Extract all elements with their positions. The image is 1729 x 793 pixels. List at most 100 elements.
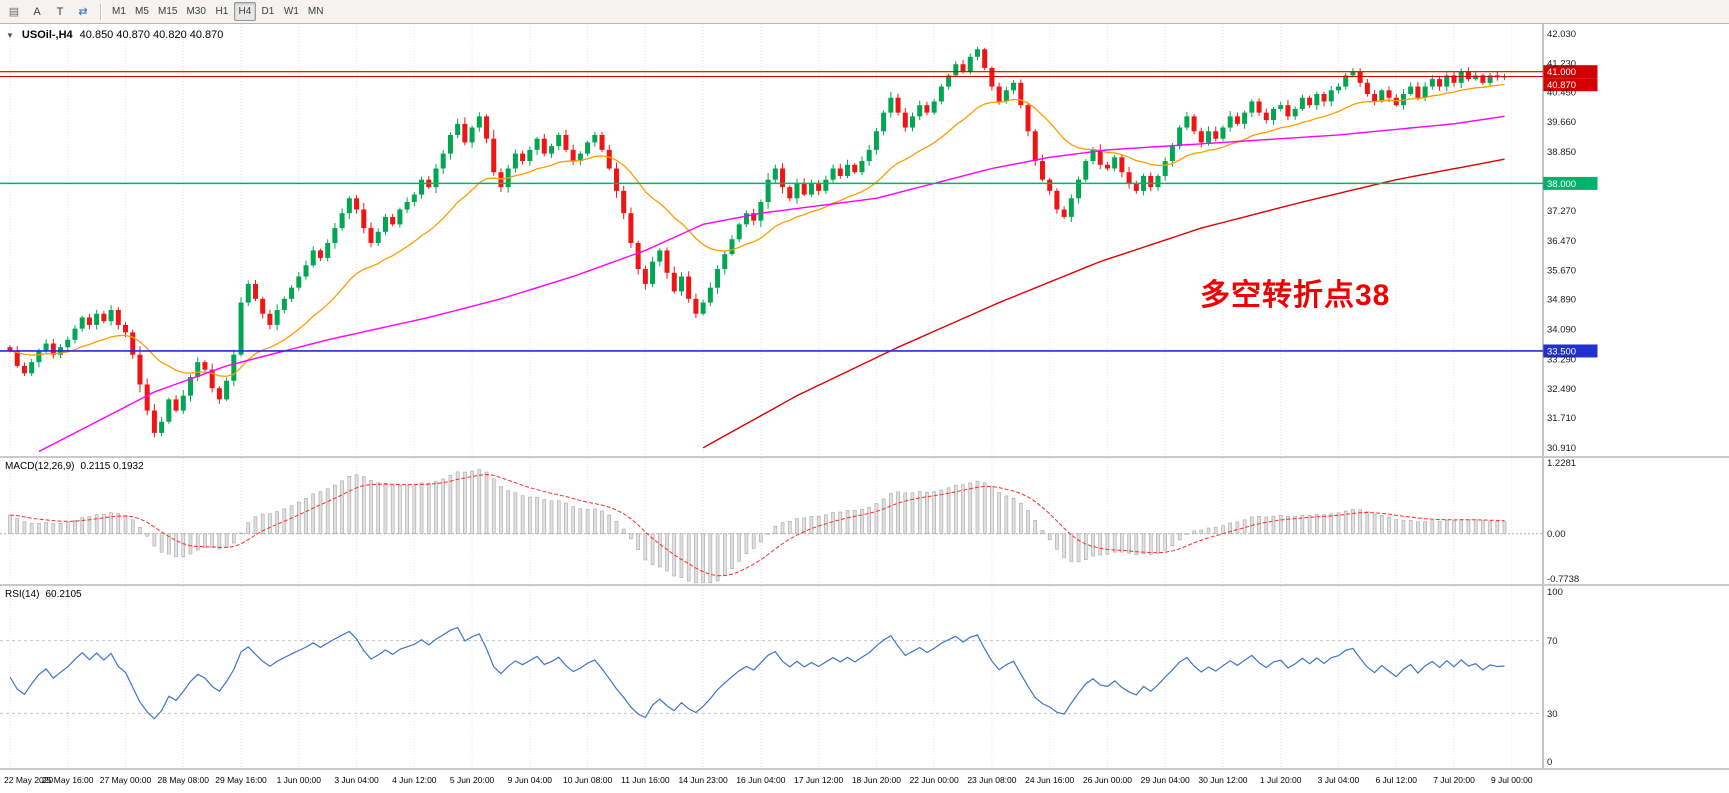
horizontal-line-objects[interactable]: 41.000 40.870 38.000 33.500 — [0, 65, 1598, 358]
time-label: 22 May 2020 — [4, 775, 54, 785]
time-label: 22 Jun 00:00 — [909, 775, 959, 785]
macd-indicator-pane[interactable]: 1.2281 0.00 -0.7738 — [0, 458, 1729, 584]
one-click-trading-icon[interactable]: ▼ — [6, 31, 14, 40]
price-axis[interactable]: 42.030 41.230 40.450 39.660 38.850 37.270 36.4… — [1547, 29, 1576, 454]
svg-text:0.00: 0.00 — [1547, 529, 1566, 540]
svg-text:33.290: 33.290 — [1547, 354, 1576, 365]
rsi-label: RSI(14) — [5, 589, 40, 600]
toolbar-separator — [100, 3, 102, 20]
time-label: 26 Jun 00:00 — [1082, 775, 1133, 785]
svg-text:33.500: 33.500 — [1547, 346, 1576, 357]
macd-label-row: MACD(12,26,9) 0.2115 0.1932 — [5, 461, 144, 472]
time-label: 25 May 16:00 — [41, 775, 94, 785]
chart-annotation-text[interactable]: 多空转折点38 — [1200, 279, 1391, 312]
time-label: 3 Jul 04:00 — [1317, 775, 1360, 785]
macd-values: 0.2115 0.1932 — [80, 461, 144, 472]
main-chart-pane[interactable]: 41.000 40.870 38.000 33.500 42.030 41.230 40.4… — [0, 24, 1729, 456]
time-label: 29 May 16:00 — [215, 775, 267, 785]
price-badge — [1543, 65, 1598, 79]
svg-text:39.660: 39.660 — [1547, 117, 1576, 128]
timeframe-button-m30[interactable]: M30 — [186, 6, 206, 17]
timeframe-toolbar: M1 M5 M15 M30 H1 H4 D1 W1 MN — [108, 2, 327, 21]
time-label: 17 Jun 12:00 — [794, 775, 844, 785]
time-label: 16 Jun 04:00 — [736, 775, 786, 785]
time-label: 4 Jun 12:00 — [392, 775, 437, 785]
svg-text:70: 70 — [1547, 636, 1558, 647]
time-label: 30 Jun 12:00 — [1198, 775, 1248, 785]
candlestick-series[interactable] — [7, 46, 1508, 438]
price-badge — [1543, 78, 1598, 92]
timeframe-button-h4[interactable]: H4 — [233, 2, 256, 21]
svg-text:30.910: 30.910 — [1547, 443, 1576, 454]
pane-separator[interactable] — [0, 456, 1729, 458]
pane-separator[interactable] — [0, 584, 1729, 586]
time-label: 7 Jul 20:00 — [1433, 775, 1475, 785]
chart-list-icon[interactable]: ▤ — [8, 6, 20, 18]
grid-lines — [9, 24, 1544, 456]
macd-label: MACD(12,26,9) — [5, 461, 75, 472]
ma-slow-line — [702, 158, 1505, 449]
price-badge — [1543, 344, 1598, 358]
toolbar-icon-group: ▤ A T ⇄ — [3, 2, 94, 21]
toolbar: ▤ A T ⇄ M1 M5 M15 M30 H1 H4 D1 W1 MN — [0, 0, 1729, 24]
svg-text:-0.7738: -0.7738 — [1547, 574, 1579, 584]
pane-separator[interactable] — [0, 768, 1729, 770]
ohlc-values: 40.850 40.870 40.820 40.870 — [79, 29, 224, 41]
timeframe-button-m5[interactable]: M5 — [135, 6, 149, 17]
svg-text:41.000: 41.000 — [1547, 67, 1576, 78]
time-label: 3 Jun 04:00 — [334, 775, 379, 785]
svg-text:1.2281: 1.2281 — [1547, 458, 1576, 469]
svg-text:40.870: 40.870 — [1547, 80, 1576, 91]
time-label: 11 Jun 16:00 — [621, 775, 670, 785]
time-label: 28 May 08:00 — [157, 775, 210, 785]
svg-text:40.450: 40.450 — [1547, 88, 1576, 99]
svg-text:38.850: 38.850 — [1547, 147, 1576, 158]
macd-axis[interactable]: 1.2281 0.00 -0.7738 — [1547, 458, 1579, 584]
timeframe-button-m15[interactable]: M15 — [158, 6, 178, 17]
rsi-label-row: RSI(14) 60.2105 — [5, 589, 82, 600]
letter-t-icon[interactable]: T — [56, 5, 64, 18]
rsi-line — [9, 626, 1505, 720]
timeframe-button-mn[interactable]: MN — [307, 6, 324, 17]
svg-text:37.270: 37.270 — [1547, 206, 1576, 217]
time-label: 14 Jun 23:00 — [678, 775, 728, 785]
svg-text:100: 100 — [1547, 587, 1563, 598]
time-label: 5 Jun 20:00 — [449, 775, 495, 785]
svg-text:36.470: 36.470 — [1547, 236, 1576, 247]
svg-text:34.090: 34.090 — [1547, 325, 1576, 336]
svg-text:42.030: 42.030 — [1547, 29, 1576, 40]
time-label: 10 Jun 08:00 — [563, 775, 613, 785]
grid-lines — [9, 458, 1544, 584]
timeframe-button-m1[interactable]: M1 — [112, 6, 126, 17]
rsi-value: 60.2105 — [45, 589, 82, 600]
letter-a-icon[interactable]: A — [33, 5, 41, 18]
time-label: 29 Jun 04:00 — [1140, 775, 1190, 785]
time-label: 18 Jun 20:00 — [851, 775, 901, 785]
time-label: 9 Jul 00:00 — [1490, 775, 1533, 785]
time-label: 1 Jul 20:00 — [1259, 775, 1302, 785]
timeframe-button-h1[interactable]: H1 — [215, 6, 229, 17]
svg-text:34.890: 34.890 — [1547, 295, 1576, 306]
svg-text:30: 30 — [1547, 709, 1558, 720]
chart-title: ▼ USOil-,H4 40.850 40.870 40.820 40.870 — [6, 29, 223, 41]
timeframe-button-w1[interactable]: W1 — [283, 6, 299, 17]
svg-text:0: 0 — [1547, 757, 1552, 768]
time-label: 23 Jun 08:00 — [967, 775, 1017, 785]
symbol-timeframe-label: USOil-,H4 — [21, 29, 73, 41]
svg-text:31.710: 31.710 — [1547, 413, 1576, 424]
grid-lines — [9, 586, 1544, 768]
swap-arrows-icon[interactable]: ⇄ — [78, 6, 88, 18]
time-label: 1 Jun 00:00 — [276, 775, 322, 785]
svg-text:35.670: 35.670 — [1547, 266, 1576, 277]
time-label: 27 May 00:00 — [99, 775, 152, 785]
rsi-axis[interactable]: 100 70 30 0 — [1547, 587, 1563, 768]
ma-fast-line — [9, 83, 1505, 378]
time-label: 9 Jun 04:00 — [507, 775, 553, 785]
time-axis[interactable]: 22 May 2020 25 May 16:00 27 May 00:00 28 Ma… — [0, 770, 1729, 793]
rsi-indicator-pane[interactable]: 100 70 30 0 — [0, 586, 1729, 768]
timeframe-button-d1[interactable]: D1 — [261, 6, 275, 17]
macd-histogram — [8, 469, 1507, 584]
svg-text:32.490: 32.490 — [1547, 384, 1576, 395]
time-label: 6 Jul 12:00 — [1375, 775, 1418, 785]
